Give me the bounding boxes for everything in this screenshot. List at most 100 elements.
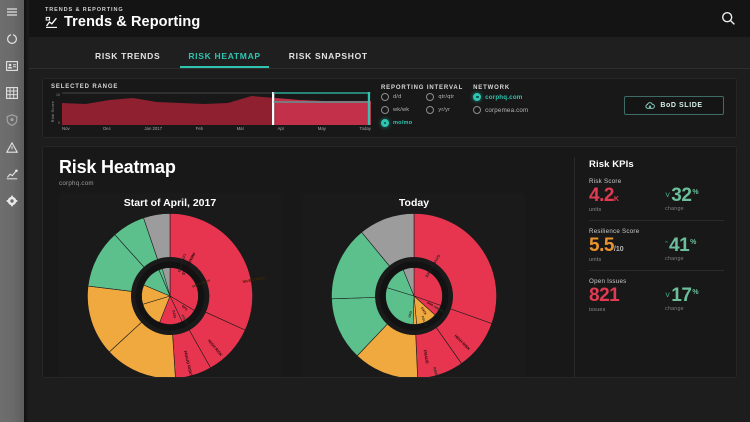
kpi-change-pct: %: [692, 189, 699, 196]
network-control: NETWORK corphq.com corpemea.com: [473, 84, 528, 114]
kpi-value: 5.5: [589, 235, 614, 256]
sunburst-april: HIGH RISK FRAUD RISKS AWARENESS INVESTME…: [87, 213, 268, 378]
range-x-axis: Nov Dec Jan 2017 Feb Mar Apr May Today: [62, 125, 371, 131]
selected-range-control: SELECTED RANGE 10 0: [50, 84, 371, 134]
svg-text:AWARE: AWARE: [433, 305, 445, 314]
sparkline-plot[interactable]: Nov Dec Jan 2017 Feb Mar Apr May Today: [62, 92, 371, 134]
radio-network-corphq[interactable]: corphq.com: [473, 93, 528, 101]
risk-kpis-panel: Risk KPIs Risk Score 4.2K units ˅: [574, 157, 736, 377]
heatmap-subtitle: corphq.com: [59, 180, 94, 187]
x-label-today: Today: [359, 126, 371, 131]
network-label: NETWORK: [473, 85, 511, 91]
kpi-change-block: ˆ 41 % change: [655, 236, 696, 262]
title-row: Trends & Reporting: [45, 14, 200, 30]
gear-icon[interactable]: [5, 194, 19, 208]
rail-shadow: [24, 0, 29, 422]
radio-network-corpemea[interactable]: corpemea.com: [473, 106, 528, 114]
radio-label: corpemea.com: [485, 106, 529, 114]
kpi-change-label: change: [665, 306, 684, 312]
reporting-interval-label: REPORTING INTERVAL: [381, 85, 464, 91]
radio-dot: [426, 106, 435, 114]
chart-icon[interactable]: [5, 167, 19, 181]
arrow-down-icon: ˅: [665, 290, 671, 300]
x-label-may: May: [317, 126, 326, 131]
radio-dot: [426, 93, 435, 101]
risk-kpis-heading: Risk KPIs: [589, 159, 634, 170]
kpi-change-label: change: [665, 206, 684, 212]
kpi-name: Risk Score: [589, 178, 622, 185]
kpi-units: issues: [589, 307, 606, 313]
svg-text:POLICY: POLICY: [420, 315, 428, 327]
tab-risk-trends[interactable]: RISK TRENDS: [95, 51, 161, 61]
range-y-axis: 10 0: [51, 92, 62, 134]
radio-dot: [473, 106, 482, 114]
search-icon[interactable]: [720, 10, 737, 27]
x-label-dec: Dec: [103, 126, 111, 131]
kpi-value: 821: [589, 285, 620, 306]
svg-text:OPS: OPS: [426, 301, 434, 308]
tab-risk-snapshot[interactable]: RISK SNAPSHOT: [288, 51, 368, 61]
heatmap-main: Risk Heatmap corphq.com Start of April, …: [43, 157, 574, 377]
trends-chart-icon: [45, 16, 58, 29]
radio-dot: [381, 106, 389, 114]
y-tick-min: 0: [58, 121, 60, 125]
content-area: SELECTED RANGE 10 0: [29, 69, 750, 422]
donut-holder-today[interactable]: HIGH RISK FRAUD GOVERNANCE RISK TRAINING: [303, 210, 525, 377]
menu-icon[interactable]: [5, 5, 19, 19]
donut-title-today: Today: [398, 197, 430, 209]
x-label-jan: Jan 2017: [144, 126, 163, 131]
kpi-name: Resilience Score: [589, 228, 640, 235]
kpi-value-block: 821 issues: [589, 286, 655, 313]
tab-risk-heatmap[interactable]: RISK HEATMAP: [174, 51, 274, 68]
dashboard-icon[interactable]: [5, 32, 19, 46]
warning-triangle-icon[interactable]: [5, 140, 19, 154]
radio-interval-momo[interactable]: mo/mo: [381, 119, 412, 127]
radio-dot: [381, 119, 389, 127]
donut-holder-april[interactable]: HIGH RISK FRAUD RISKS AWARENESS INVESTME…: [59, 210, 281, 378]
interval-col-2: qtr/qtr yr/yr: [426, 93, 454, 127]
kpi-row: 821 issues ˅ 17 % change: [589, 286, 724, 313]
donut-title-april: Start of April, 2017: [123, 197, 217, 209]
kpi-change-row: ˆ 41 %: [665, 236, 696, 255]
x-label-mar: Mar: [236, 126, 244, 131]
svg-text:FRAUD RISKS: FRAUD RISKS: [183, 350, 194, 378]
range-sparkline[interactable]: 10 0: [50, 92, 371, 134]
kpi-name: Open Issues: [589, 278, 627, 285]
donut-row: Start of April, 2017: [59, 193, 574, 378]
network-radio-col: corphq.com corpemea.com: [473, 93, 528, 114]
svg-text:OPS: OPS: [181, 304, 189, 311]
kpi-change-row: ˅ 32 %: [665, 186, 699, 205]
cloud-download-icon: [645, 101, 656, 110]
kpi-value-suffix: /10: [613, 246, 624, 253]
shield-icon[interactable]: [5, 113, 19, 127]
kpi-row: 5.5/10 units ˆ 41 % change: [589, 236, 724, 263]
svg-text:DATA: DATA: [172, 310, 177, 319]
kpi-value-block: 5.5/10 units: [589, 236, 655, 263]
kpi-change-label: change: [665, 256, 684, 262]
kpi-units: units: [589, 257, 602, 263]
tab-bar: RISK TRENDS RISK HEATMAP RISK SNAPSHOT: [29, 37, 750, 69]
bod-slide-button[interactable]: BoD SLIDE: [624, 96, 724, 115]
kpi-units: units: [589, 207, 602, 213]
radio-label: yr/yr: [438, 107, 451, 113]
radio-interval-yryr[interactable]: yr/yr: [426, 106, 454, 114]
x-label-nov: Nov: [62, 126, 70, 131]
header-titles: TRENDS & REPORTING Trends & Reporting: [45, 7, 200, 30]
radio-interval-qtrqtr[interactable]: qtr/qtr: [426, 93, 454, 101]
radio-interval-wkwk[interactable]: wk/wk: [381, 106, 412, 114]
kpi-change-row: ˅ 17 %: [665, 286, 699, 305]
main-region: TRENDS & REPORTING Trends & Reporting RI…: [29, 0, 750, 422]
contact-card-icon[interactable]: [5, 59, 19, 73]
kpi-open-issues: Open Issues 821 issues ˅ 17 %: [589, 270, 724, 320]
risk-heatmap-card: Risk Heatmap corphq.com Start of April, …: [42, 146, 737, 378]
table-grid-icon[interactable]: [5, 86, 19, 100]
selected-range-label: SELECTED RANGE: [51, 84, 119, 90]
kpi-value-suffix: K: [613, 196, 619, 203]
interval-col-1: d/d wk/wk mo/mo: [381, 93, 412, 127]
kpi-change-block: ˅ 32 % change: [655, 186, 699, 212]
radio-label: qtr/qtr: [438, 94, 455, 100]
page-title: Trends & Reporting: [64, 14, 201, 30]
radio-label: corphq.com: [485, 93, 523, 101]
radio-interval-dd[interactable]: d/d: [381, 93, 412, 101]
svg-text:END POINTS: END POINTS: [192, 279, 211, 289]
